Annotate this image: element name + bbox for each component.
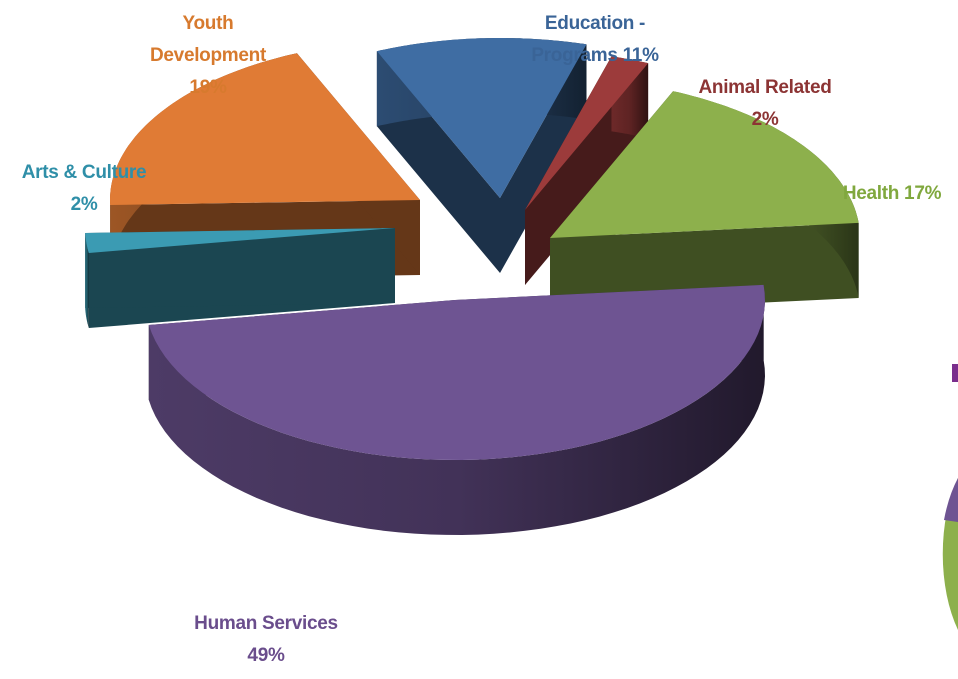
label-arts-culture: Arts & Culture 2% (22, 162, 147, 215)
slice-top-face (376, 38, 587, 198)
slice-outer-wall (148, 284, 766, 535)
slice-top-face (148, 284, 766, 460)
label-line: 2% (71, 194, 98, 215)
label-line: Arts & Culture (22, 162, 147, 183)
pie-slice-education-programs (376, 38, 587, 274)
label-youth-development: Youth Development 19% (150, 13, 267, 98)
side-accent-mark (952, 364, 958, 382)
pie-labels: Human Services 49% Arts & Culture 2% Youth De… (22, 13, 942, 666)
label-line: Development (150, 45, 267, 66)
label-health: Health 17% (843, 183, 942, 204)
slice-cut-face (85, 228, 396, 309)
slice-top-face (550, 91, 859, 238)
label-line: Animal Related (698, 77, 831, 98)
label-line: Programs 11% (531, 45, 659, 66)
slice-outer-wall (85, 233, 89, 328)
label-line: 2% (752, 109, 779, 130)
label-line: Health 17% (843, 183, 942, 204)
slice-top-face (85, 228, 395, 253)
label-human-services: Human Services 49% (194, 613, 338, 666)
label-line: 19% (189, 77, 227, 98)
slice-top-face (525, 56, 649, 211)
label-line: Human Services (194, 613, 338, 634)
pie-slice-human-services (148, 284, 766, 535)
pie-slice-arts-culture (85, 228, 396, 329)
label-education-programs: Education - Programs 11% (531, 13, 659, 66)
pie-slices (85, 38, 859, 535)
slice-top-face (110, 53, 420, 206)
label-line: Youth (183, 13, 234, 34)
side-partial-circle-rim (944, 478, 958, 522)
pie-slice-health (550, 91, 859, 313)
label-line: 49% (247, 645, 285, 666)
pie-slice-animal-related (525, 56, 649, 286)
label-animal-related: Animal Related 2% (698, 77, 831, 130)
slice-cut-face (550, 222, 859, 313)
label-line: Education - (545, 13, 645, 34)
